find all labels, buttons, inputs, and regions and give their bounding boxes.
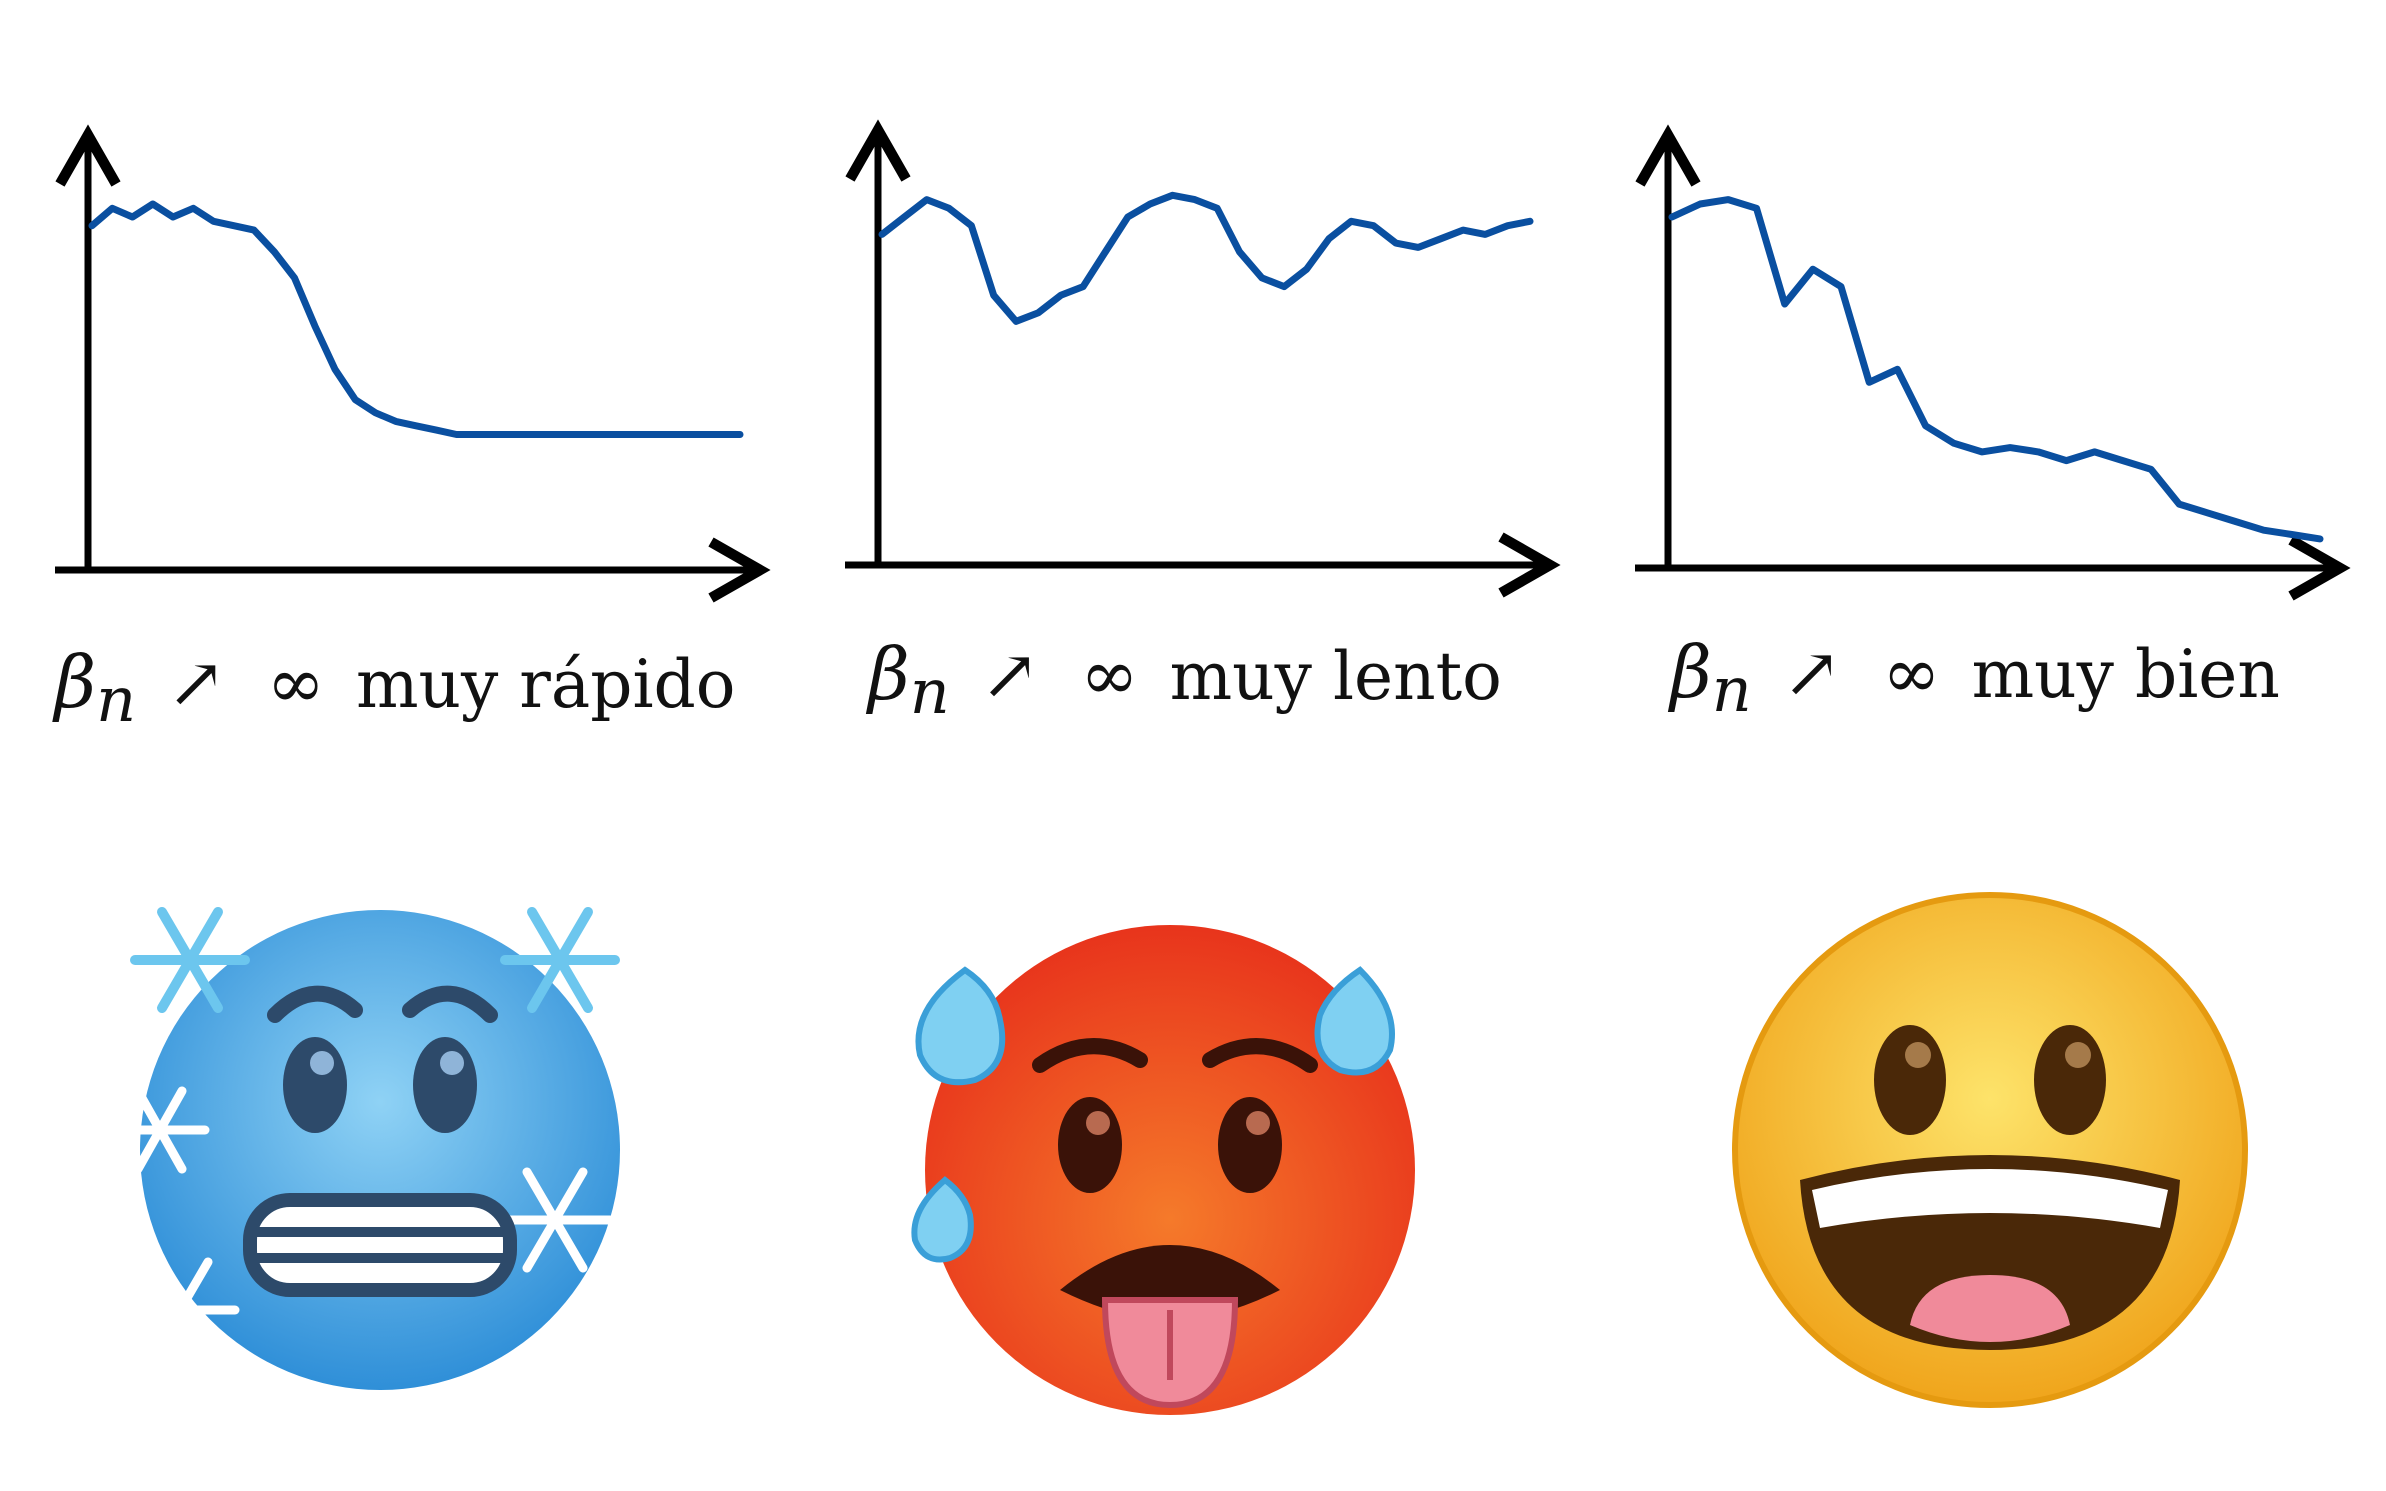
caption-slow: βn ↗ ∞ muy lento (790, 632, 1580, 728)
caption-text: muy bien (1971, 636, 2280, 713)
caption-text: muy rápido (355, 646, 736, 723)
caption-good: βn ↗ ∞ muy bien (1580, 630, 2370, 726)
panel-good: βn ↗ ∞ muy bien (1580, 0, 2386, 1491)
subscript-n: n (1711, 653, 1752, 726)
subscript-n: n (96, 663, 137, 736)
grinning-face-icon (1732, 892, 2248, 1408)
panel-fast: βn ↗ ∞ muy rápido (0, 0, 800, 1491)
beta-symbol: β (54, 640, 97, 724)
arrow-symbol: ↗ (167, 642, 226, 724)
infinity-symbol: ∞ (266, 642, 325, 724)
infinity-symbol: ∞ (1882, 632, 1941, 714)
caption-text: muy lento (1169, 638, 1502, 715)
plot-good (1635, 124, 2351, 601)
infinity-symbol: ∞ (1080, 634, 1139, 716)
plot-slow (845, 119, 1561, 598)
arrow-symbol: ↗ (1782, 632, 1842, 714)
caption-fast: βn ↗ ∞ muy rápido (0, 640, 790, 736)
hot-face-icon (911, 925, 1415, 1415)
panel-slow: βn ↗ ∞ muy lento (790, 0, 1590, 1491)
cold-face-icon (110, 907, 620, 1390)
beta-symbol: β (1670, 630, 1712, 714)
subscript-n: n (909, 655, 950, 728)
curve-line (878, 191, 1534, 325)
curve-line (1668, 196, 2324, 543)
curve-line (88, 200, 744, 438)
beta-symbol: β (868, 632, 910, 716)
plot-fast (55, 124, 771, 603)
arrow-symbol: ↗ (980, 634, 1040, 716)
